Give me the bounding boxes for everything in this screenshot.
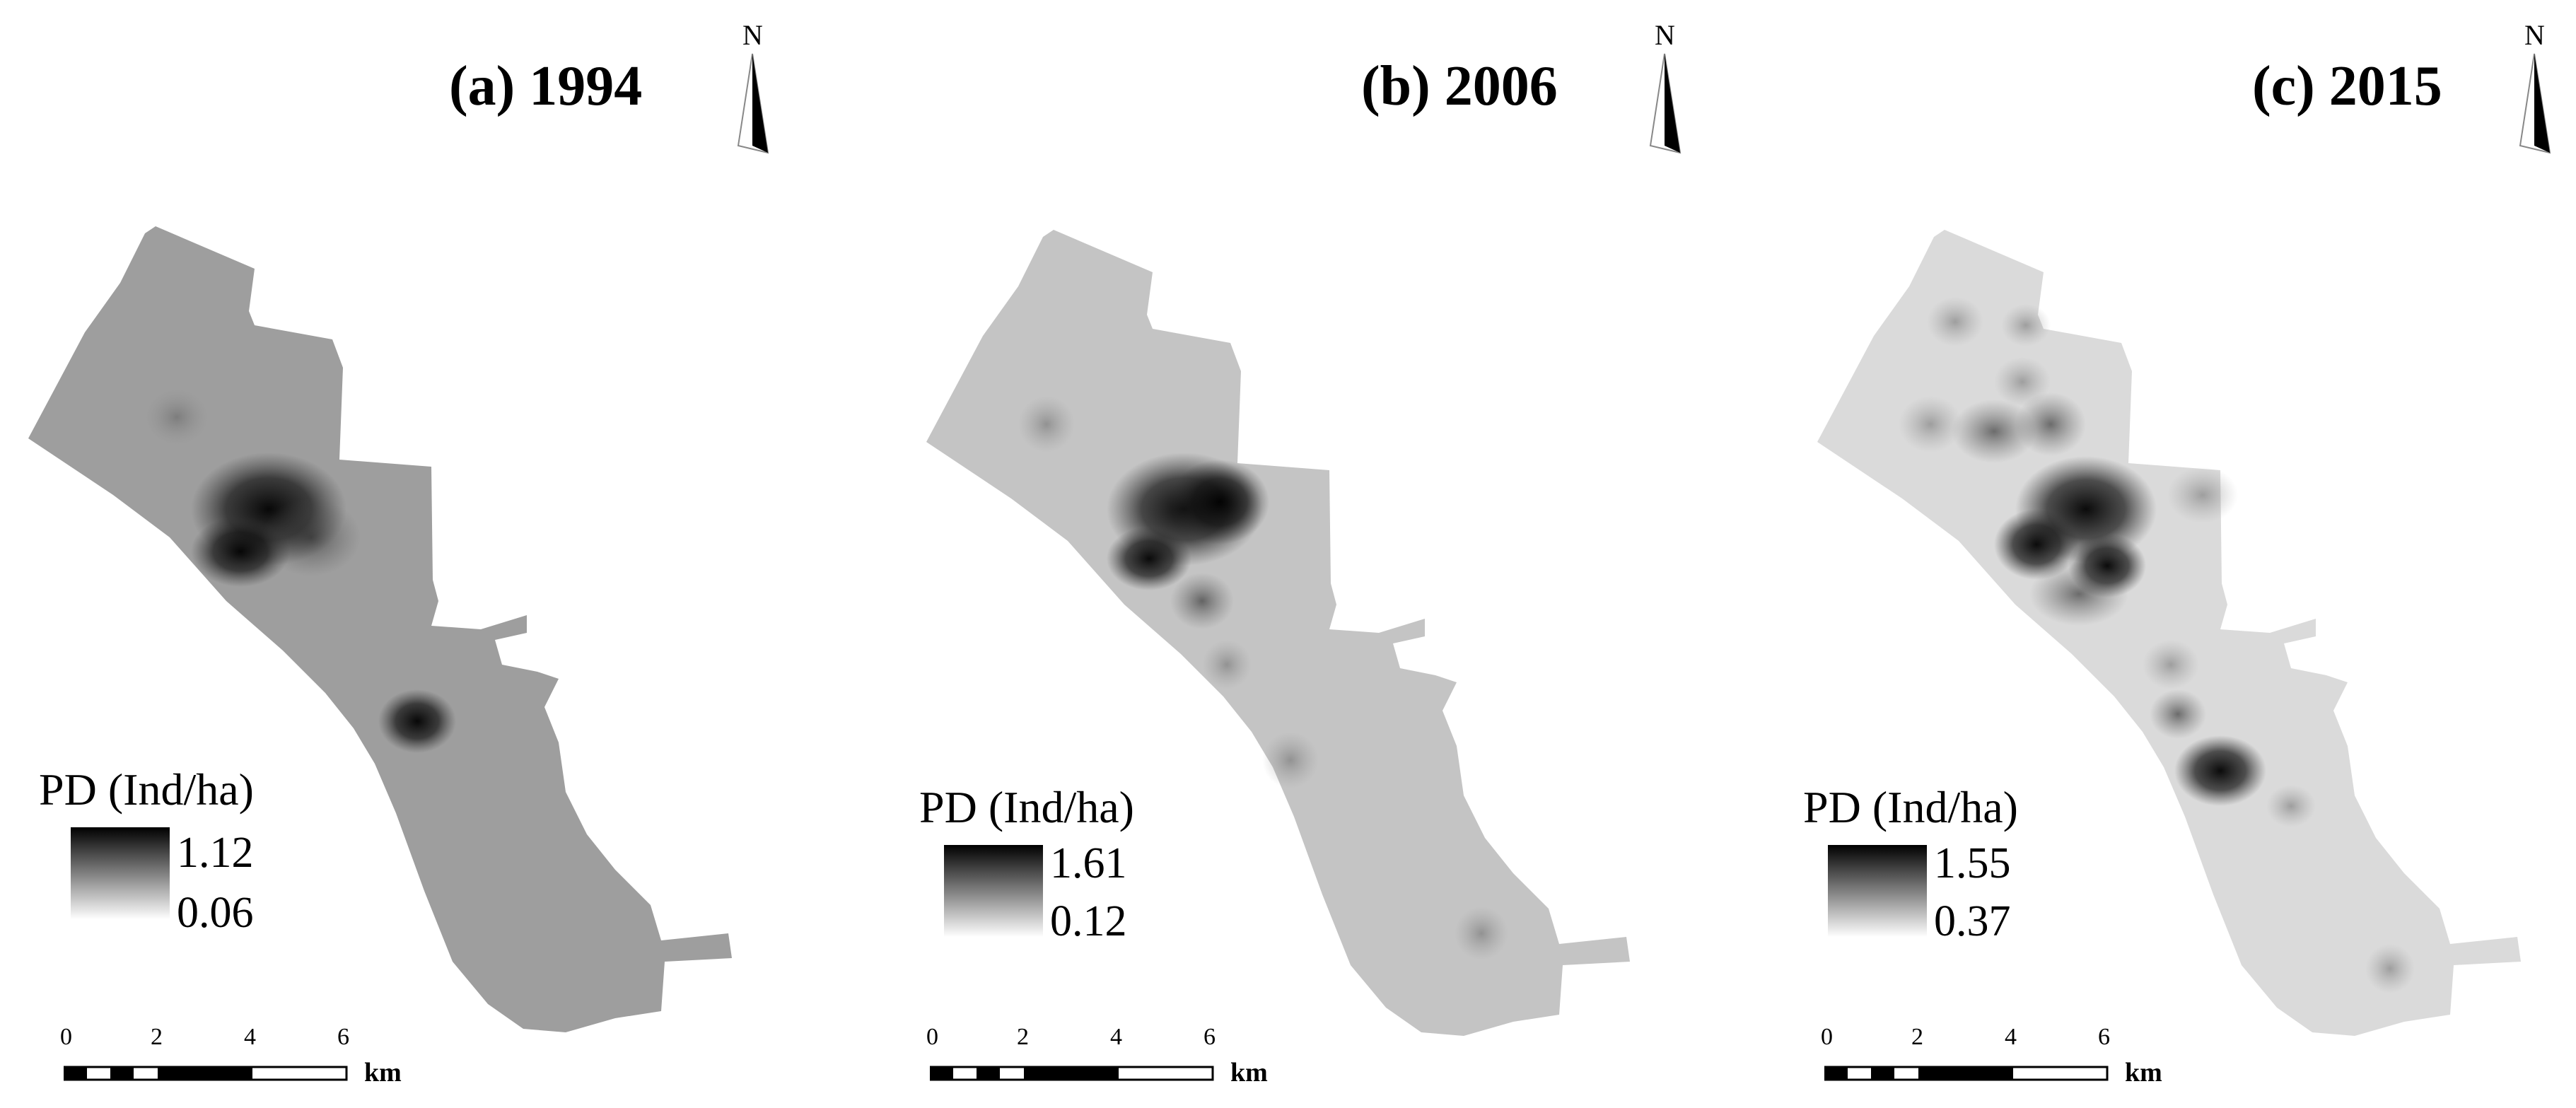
density-map [926,230,1630,1036]
north-arrow: N [721,21,785,163]
density-hotspots [1018,396,1508,960]
scale-unit: km [1230,1058,1268,1087]
scale-tick: 4 [1110,1024,1122,1050]
hotspot [2029,562,2128,626]
panel-2006: (b) 2006 N PD (Ind/ha) 1 [866,0,1725,1108]
legend-color-ramp [71,827,170,919]
hotspot [2015,392,2086,456]
north-arrow: N [1633,21,1697,163]
legend-min-value: 0.12 [1050,897,1127,945]
scale-bar: 0 2 4 6 km [1821,1025,2217,1103]
hotspot [1202,640,1252,689]
legend-max-value: 1.55 [1934,839,2011,887]
hotspot [1899,396,1962,453]
north-arrow: N [2503,21,2567,163]
hotspot [1994,357,2051,407]
hotspot [2150,689,2206,739]
legend-max-value: 1.12 [177,829,254,877]
hotspot [2174,735,2266,806]
legend-color-ramp [1828,845,1927,937]
scale-tick: 0 [926,1024,938,1050]
hotspot [2167,467,2238,523]
legend-title: PD (Ind/ha) [1803,782,2018,832]
scale-tick: 6 [337,1024,349,1050]
hotspot [2365,944,2415,993]
hotspot [2001,304,2051,346]
hotspot [1018,396,1075,453]
hotspot [2143,640,2199,689]
hotspot [1170,573,1234,629]
scale-tick: 2 [151,1024,163,1050]
north-arrow-right-half [2534,54,2550,153]
panel-title: (b) 2006 [1361,55,1558,117]
hotspot [1455,906,1508,960]
panel-title: (c) 2015 [2252,55,2442,117]
scale-tick: 6 [1204,1024,1216,1050]
north-label: N [2524,19,2545,51]
density-hotspots [145,389,456,753]
hotspot [1952,400,2036,463]
hotspot [1927,297,1983,346]
scale-unit: km [2125,1058,2162,1087]
hotspot [378,689,456,753]
scale-tick: 4 [2005,1024,2017,1050]
north-label: N [1655,19,1675,51]
hotspot [145,389,209,445]
scale-bar: 0 2 4 6 km [60,1025,456,1103]
scale-bar: 0 2 4 6 km [926,1025,1322,1103]
legend-min-value: 0.06 [177,889,254,937]
legend-color-ramp [944,845,1043,937]
scale-tick: 4 [244,1024,256,1050]
density-map [1817,230,2521,1036]
scale-tick: 2 [1911,1024,1923,1050]
scale-tick: 6 [2098,1024,2110,1050]
legend-min-value: 0.37 [1934,897,2011,945]
legend-max-value: 1.61 [1050,839,1127,887]
scale-tick: 0 [60,1024,72,1050]
hotspot [262,498,361,576]
density-map [28,226,732,1032]
hotspot [2266,785,2316,827]
legend-title: PD (Ind/ha) [39,764,254,815]
legend-title: PD (Ind/ha) [919,782,1134,832]
north-arrow-right-half [752,54,768,153]
panel-title: (a) 1994 [449,55,643,117]
panel-1994: (a) 1994 N PD (Ind/ha) 1.12 0.06 0 [0,0,858,1108]
scale-tick: 2 [1017,1024,1029,1050]
scale-unit: km [364,1058,402,1087]
hotspot [1262,732,1319,788]
density-hotspots [1899,297,2415,993]
north-label: N [742,19,763,51]
hotspot [1170,460,1269,544]
hotspot [1994,509,2079,580]
scale-tick: 0 [1821,1024,1833,1050]
panel-2015: (c) 2015 N [1711,0,2570,1108]
city-boundary [926,230,1630,1036]
north-arrow-right-half [1665,54,1680,153]
hotspot [1107,527,1191,590]
